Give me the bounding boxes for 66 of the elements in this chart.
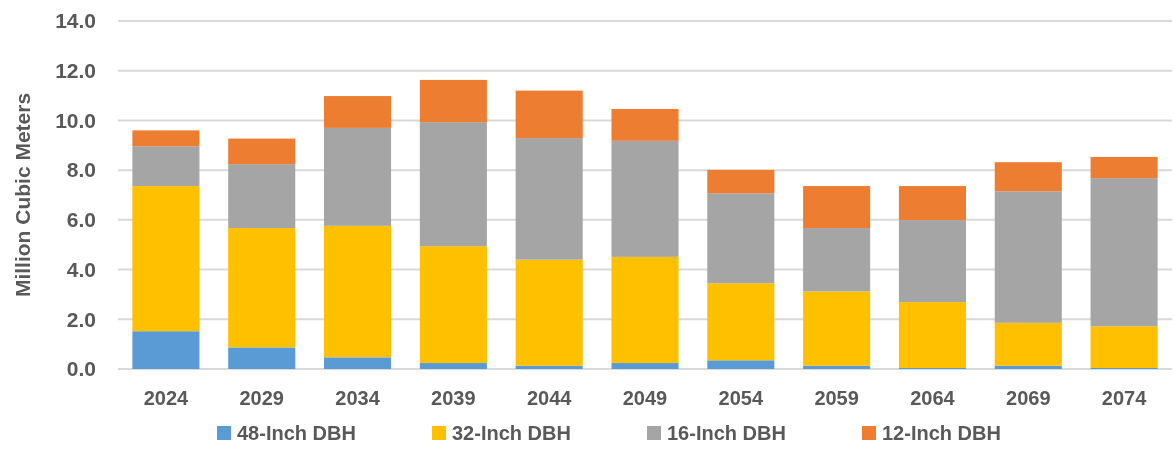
x-tick-label: 2049 [622, 387, 668, 409]
bar [611, 140, 679, 257]
legend-label: 12-Inch DBH [882, 422, 1001, 444]
y-tick-label: 6.0 [66, 208, 96, 232]
y-tick-label: 14.0 [55, 9, 96, 33]
bar [132, 331, 200, 369]
bar [419, 79, 487, 123]
legend-label: 48-Inch DBH [237, 422, 356, 444]
bar [803, 291, 871, 366]
bar [228, 164, 296, 229]
bar [994, 162, 1062, 192]
bar [994, 322, 1062, 366]
bar [803, 365, 871, 369]
bar [515, 365, 583, 369]
bar [611, 363, 679, 369]
bar [419, 363, 487, 369]
bar [1090, 156, 1158, 179]
bar [228, 347, 296, 369]
legend-label: 32-Inch DBH [452, 422, 571, 444]
bar [515, 138, 583, 260]
bar [324, 225, 392, 358]
bar [803, 186, 871, 229]
bar [419, 246, 487, 364]
bar [707, 193, 775, 284]
bar [228, 138, 296, 165]
bar [898, 220, 966, 303]
bar [803, 228, 871, 292]
y-tick-label: 12.0 [55, 59, 96, 83]
bar [1090, 326, 1158, 369]
bar [228, 228, 296, 348]
bar [707, 169, 775, 194]
y-axis-title: Million Cubic Meters [11, 92, 34, 298]
bar [132, 146, 200, 187]
x-tick-label: 2069 [1006, 387, 1051, 409]
x-tick-label: 2024 [143, 387, 190, 409]
y-tick-label: 0.0 [66, 357, 96, 381]
y-tick-label: 10.0 [55, 108, 96, 132]
y-tick-label: 2.0 [66, 307, 96, 331]
bar [994, 365, 1062, 369]
x-tick-label: 2044 [526, 387, 573, 409]
x-tick-label: 2064 [910, 387, 956, 409]
x-tick-label: 2034 [335, 387, 381, 409]
x-tick-label: 2029 [239, 387, 284, 409]
bar [611, 108, 679, 141]
bar [132, 186, 200, 332]
bar [994, 191, 1062, 323]
bar [707, 283, 775, 361]
bar [707, 360, 775, 369]
bar [515, 259, 583, 366]
y-tick-label: 4.0 [66, 257, 96, 281]
x-tick-label: 2074 [1101, 387, 1148, 409]
legend-label: 16-Inch DBH [667, 422, 786, 444]
bar [515, 90, 583, 139]
x-tick-label: 2054 [718, 387, 764, 409]
bar [132, 130, 200, 147]
x-tick-label: 2039 [431, 387, 476, 409]
bar [898, 302, 966, 369]
bar [611, 256, 679, 364]
x-tick-label: 2059 [814, 387, 859, 409]
bar [1090, 178, 1158, 327]
bar [324, 127, 392, 226]
bar [419, 122, 487, 247]
bar [898, 186, 966, 221]
bar [324, 96, 392, 128]
y-tick-label: 8.0 [66, 158, 96, 182]
bar [324, 357, 392, 369]
